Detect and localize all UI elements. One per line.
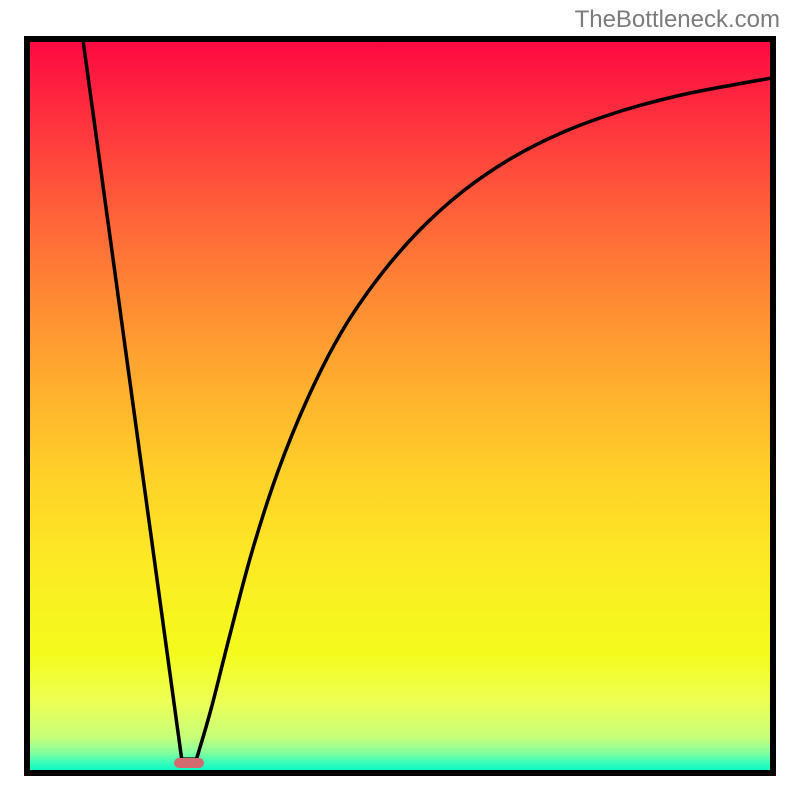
watermark-text: TheBottleneck.com (575, 6, 780, 34)
plot-frame (24, 36, 776, 776)
bottleneck-marker (174, 758, 204, 768)
chart-container: TheBottleneck.com (0, 0, 800, 800)
bottleneck-curve (30, 42, 770, 770)
